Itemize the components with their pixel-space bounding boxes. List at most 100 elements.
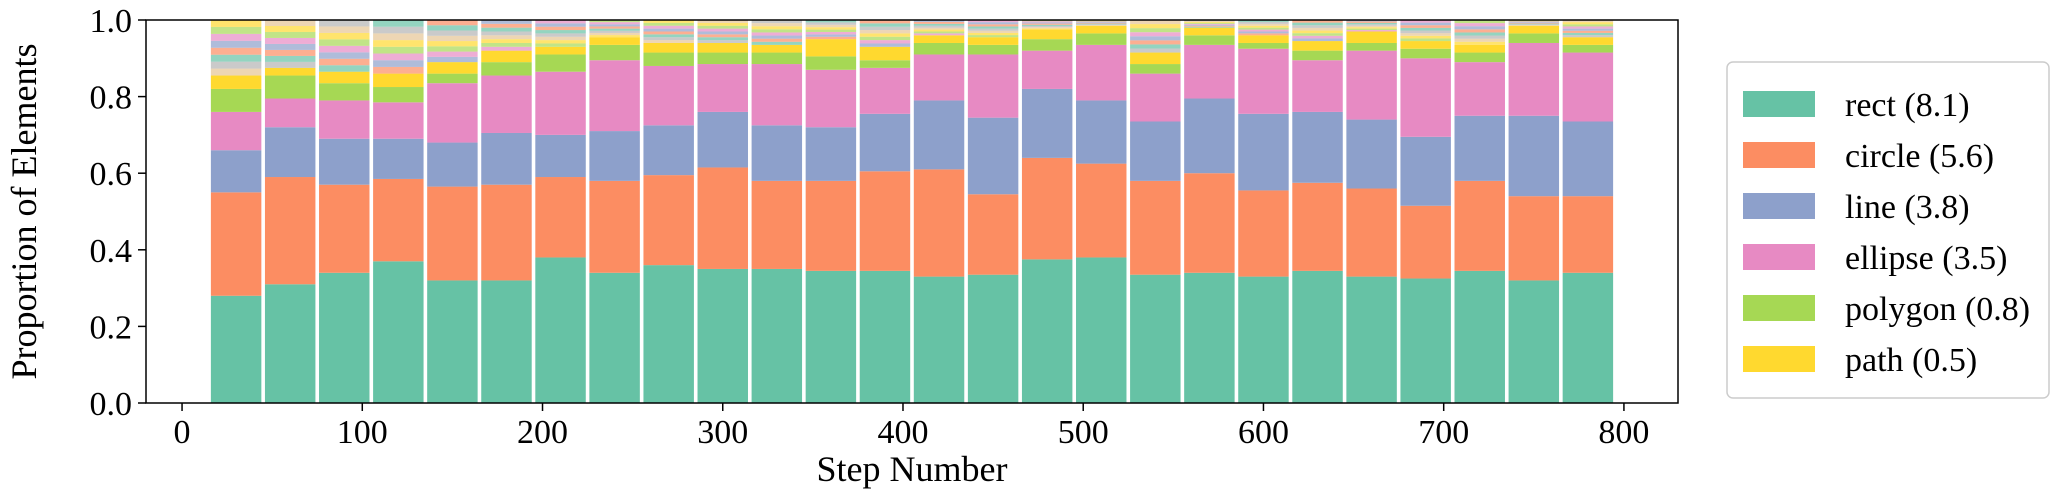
y-tick-label: 0.6 xyxy=(90,156,133,193)
bar-segment-3 xyxy=(1400,136,1451,206)
bar-segment-1 xyxy=(1130,274,1181,403)
bar-segment-6 xyxy=(1400,41,1451,49)
bar-segment-other xyxy=(643,22,694,26)
bar-segment-other xyxy=(427,25,478,31)
bar-segment-other xyxy=(859,26,911,31)
bar-segment-other xyxy=(859,36,911,41)
bar-segment-other xyxy=(1184,23,1235,25)
bar-segment-other xyxy=(697,22,748,26)
bar-segment-other xyxy=(751,26,803,30)
bar-segment-other xyxy=(1184,22,1235,24)
bar-segment-5 xyxy=(805,56,857,70)
bar-segment-6 xyxy=(535,46,586,55)
bar-segment-other xyxy=(1400,35,1451,39)
bar-segment-other xyxy=(535,36,586,41)
y-tick-label: 0.0 xyxy=(90,386,133,423)
x-tick-label: 700 xyxy=(1418,414,1469,451)
bar-segment-other xyxy=(373,53,424,61)
bar-segment-other xyxy=(643,34,694,38)
legend-swatch xyxy=(1743,91,1815,117)
bar-segment-other xyxy=(967,32,1019,36)
bar-segment-4 xyxy=(373,102,424,139)
bar-segment-other xyxy=(1238,21,1289,24)
bar-segment-4 xyxy=(1130,73,1181,122)
bar-segment-4 xyxy=(805,69,857,128)
bar-segment-1 xyxy=(589,272,640,403)
bar-segment-other xyxy=(535,43,586,47)
legend-swatch xyxy=(1743,142,1815,168)
bar-segment-5 xyxy=(643,52,694,66)
bar-segment-1 xyxy=(1292,270,1343,403)
bar-segment-other xyxy=(751,32,803,36)
bar-segment-2 xyxy=(373,178,424,262)
bar-segment-other xyxy=(319,65,370,72)
bar-segment-4 xyxy=(1184,44,1235,99)
y-axis-title: Proportion of Elements xyxy=(4,44,44,380)
bar-segment-other xyxy=(1508,24,1560,26)
bar-segment-1 xyxy=(1400,278,1451,403)
bar-segment-5 xyxy=(1292,50,1343,61)
bar-segment-other xyxy=(751,41,803,45)
bar-segment-2 xyxy=(1238,190,1289,277)
bars-layer xyxy=(210,20,1614,403)
bar-segment-other xyxy=(1238,25,1289,28)
bar-segment-other xyxy=(643,40,694,43)
bar-segment-2 xyxy=(1292,182,1343,271)
bar-segment-other xyxy=(535,33,586,37)
bar-segment-3 xyxy=(1021,88,1073,158)
bar-segment-other xyxy=(1400,38,1451,42)
bar-segment-3 xyxy=(427,142,478,187)
bar-segment-6 xyxy=(373,73,424,88)
bar-segment-4 xyxy=(1238,48,1289,114)
bar-segment-other xyxy=(1400,25,1451,28)
y-tick-label: 0.8 xyxy=(90,80,133,117)
bar-segment-other xyxy=(319,58,370,66)
bar-segment-4 xyxy=(264,98,316,128)
bar-segment-4 xyxy=(697,64,748,112)
bar-segment-1 xyxy=(481,280,532,403)
bar-segment-3 xyxy=(967,117,1019,195)
bar-segment-other xyxy=(481,42,532,47)
bar-segment-other xyxy=(1508,22,1560,24)
bar-segment-other xyxy=(751,38,803,42)
bar-segment-other xyxy=(1346,30,1397,32)
bar-segment-other xyxy=(319,32,370,40)
bar-segment-4 xyxy=(967,54,1019,118)
bar-segment-5 xyxy=(589,44,640,61)
bar-segment-other xyxy=(1454,32,1505,36)
bar-segment-5 xyxy=(1508,33,1560,43)
bar-segment-3 xyxy=(643,125,694,176)
bar-segment-4 xyxy=(1076,44,1127,101)
bar-segment-3 xyxy=(373,138,424,179)
bar-segment-other xyxy=(210,61,262,69)
bar-segment-1 xyxy=(643,265,694,403)
bar-segment-other xyxy=(859,43,911,47)
bar-segment-other xyxy=(1562,32,1614,36)
bar-segment-4 xyxy=(859,67,911,114)
x-tick-label: 100 xyxy=(337,414,388,451)
bar-segment-2 xyxy=(1454,180,1505,271)
bar-segment-6 xyxy=(1130,52,1181,65)
bar-segment-4 xyxy=(1562,52,1614,122)
bar-segment-other xyxy=(859,20,911,24)
bar-segment-other xyxy=(1021,22,1073,24)
bar-segment-4 xyxy=(751,64,803,126)
bar-segment-other xyxy=(210,26,262,34)
bar-segment-other xyxy=(264,37,316,44)
bar-segment-6 xyxy=(1238,35,1289,43)
bar-segment-other xyxy=(1454,20,1505,24)
bar-segment-other xyxy=(805,20,857,23)
bar-segment-other xyxy=(210,20,262,27)
bar-segment-other xyxy=(589,35,640,38)
bar-segment-3 xyxy=(1238,113,1289,191)
bar-segment-other xyxy=(805,24,857,28)
bar-segment-other xyxy=(1021,25,1073,28)
bar-segment-1 xyxy=(210,295,262,403)
bar-segment-other xyxy=(1021,21,1073,23)
legend-swatch xyxy=(1743,193,1815,219)
bar-segment-1 xyxy=(751,268,803,403)
bar-segment-other xyxy=(1238,20,1289,22)
bar-segment-other xyxy=(1130,44,1181,49)
bar-segment-2 xyxy=(805,180,857,271)
bar-segment-6 xyxy=(805,39,857,57)
